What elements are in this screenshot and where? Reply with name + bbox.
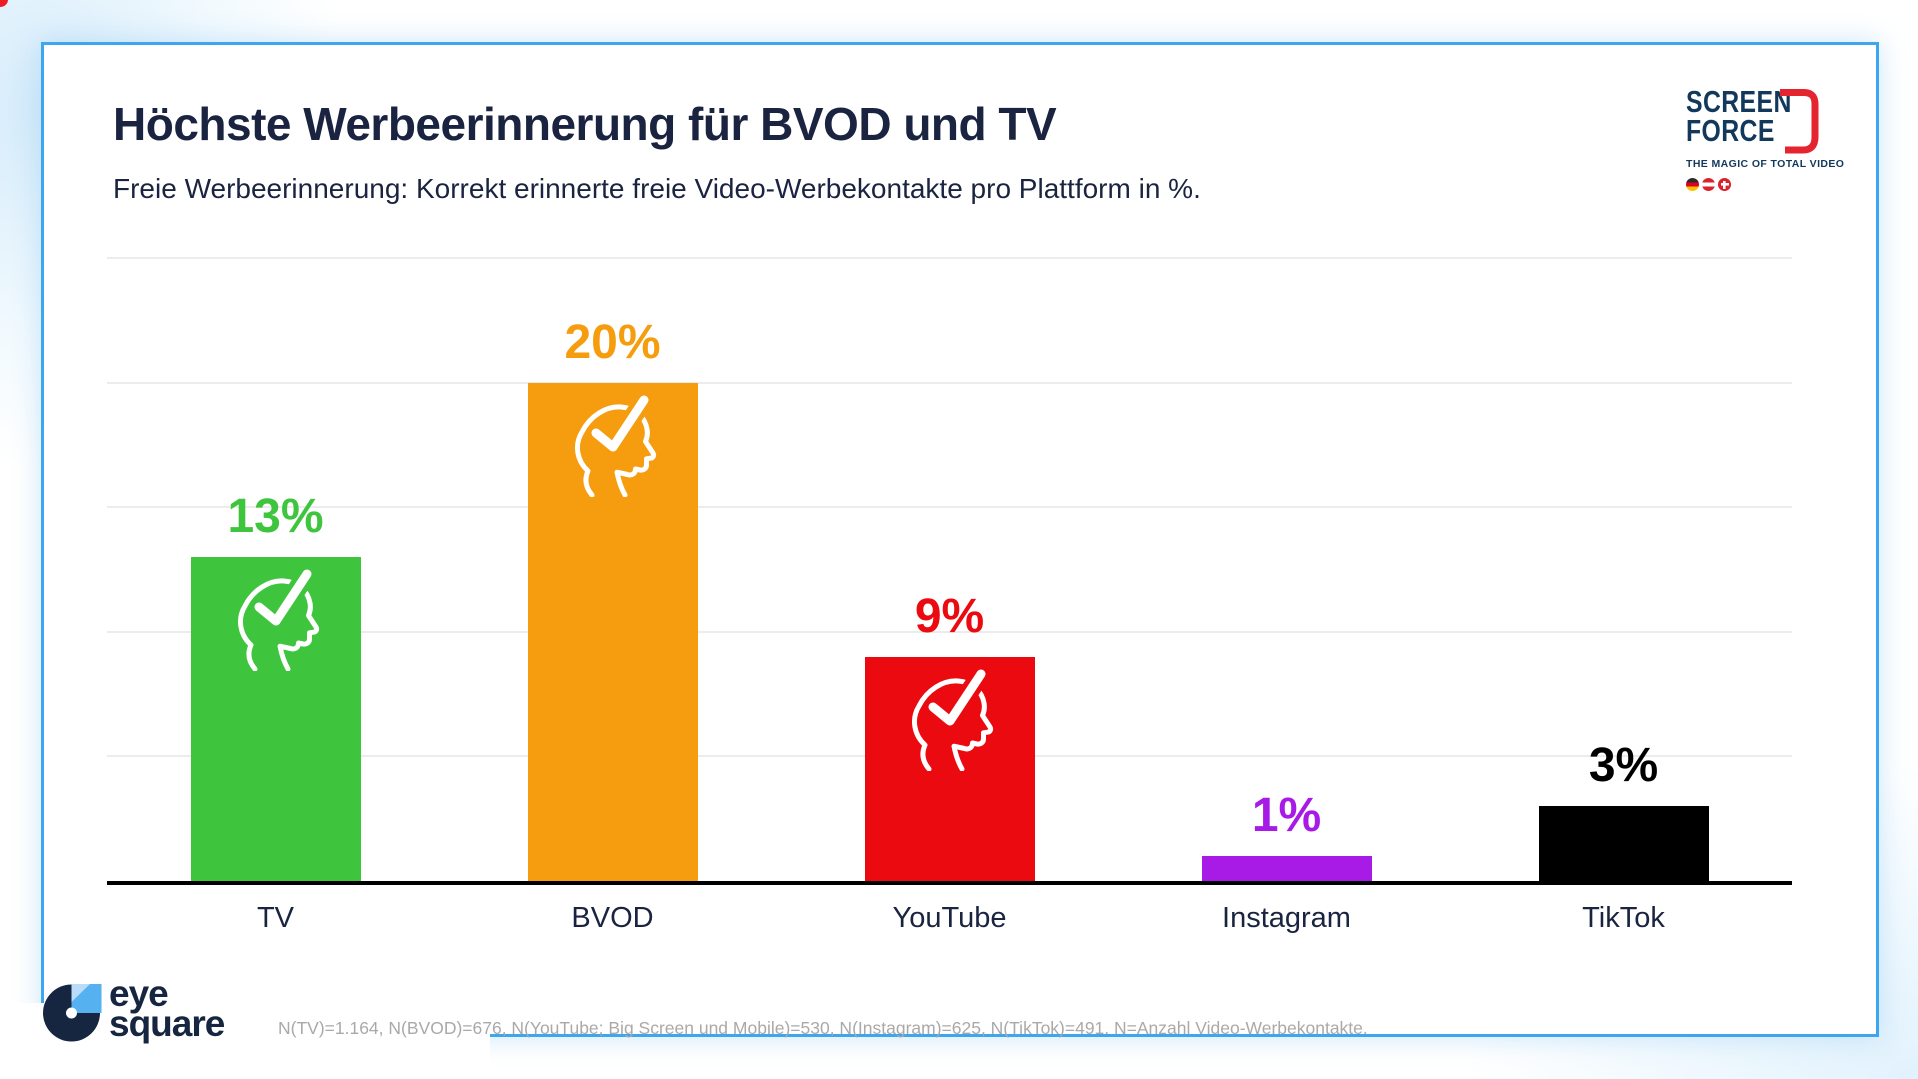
page-title: Höchste Werbeerinnerung für BVOD und TV [113, 98, 1057, 150]
flag-switzerland-icon [1718, 178, 1731, 191]
eyesquare-mark-icon [43, 984, 102, 1042]
eyesquare-logo: eye square [43, 975, 225, 1043]
sample-size-footnote: N(TV)=1.164, N(BVOD)=676, N(YouTube; Big… [278, 1018, 1368, 1038]
screenforce-tagline: THE MAGIC OF TOTAL VIDEO [1686, 158, 1845, 170]
eyesquare-wordmark: eye square [109, 973, 225, 1044]
country-flags [1686, 178, 1866, 191]
screenforce-word-1: SCREEN [1686, 84, 1792, 119]
eyesquare-word-1: eye [109, 973, 169, 1014]
eyesquare-word-2: square [109, 1003, 225, 1044]
screenforce-logo: SCREEN FORCE THE MAGIC OF TOTAL VIDEO [1686, 84, 1866, 191]
record-dot-icon [0, 0, 8, 7]
flag-austria-icon [1702, 178, 1715, 191]
screen-bracket-icon [1780, 89, 1819, 154]
screenforce-wordmark: SCREEN FORCE [1686, 84, 1830, 148]
screenforce-word-2: FORCE [1686, 113, 1775, 148]
page-subtitle: Freie Werbeerinnerung: Korrekt erinnerte… [113, 173, 1201, 204]
flag-germany-icon [1686, 178, 1699, 191]
chart-card: Höchste Werbeerinnerung für BVOD und TV … [41, 42, 1879, 1037]
